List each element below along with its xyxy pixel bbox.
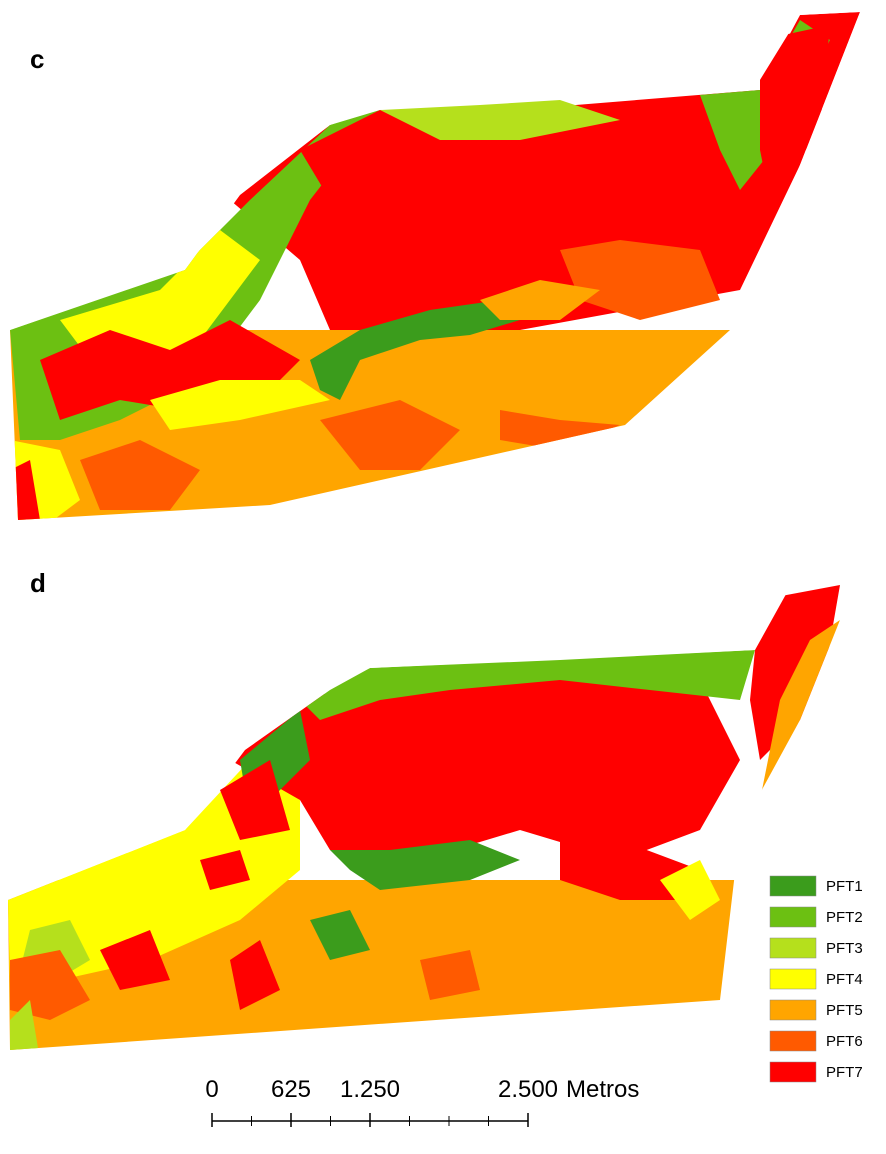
legend-label: PFT2 <box>826 909 863 926</box>
scale-label: 0 <box>205 1076 218 1103</box>
legend-label: PFT6 <box>826 1033 863 1050</box>
legend-swatch <box>770 907 816 927</box>
scale-label: 625 <box>271 1076 311 1103</box>
panel-label: d <box>30 568 46 598</box>
legend-label: PFT5 <box>826 1002 863 1019</box>
panel-label: c <box>30 44 44 74</box>
figure: c d PFT1 PFT2 PFT3 PFT4 PFT5 PFT6 PFT7 0 625 1.2… <box>0 0 886 1154</box>
scale-label: 1.250 <box>340 1076 400 1103</box>
map-panel <box>0 12 886 560</box>
legend-swatch <box>770 876 816 896</box>
scale-unit: Metros <box>566 1076 639 1103</box>
legend: PFT1 PFT2 PFT3 PFT4 PFT5 PFT6 PFT7 <box>770 876 863 1082</box>
land-cover-patch <box>230 670 740 860</box>
scale-label: 2.500 <box>498 1076 558 1103</box>
scale-bar: 0 625 1.250 2.500 Metros <box>205 1076 639 1127</box>
legend-label: PFT1 <box>826 878 863 895</box>
legend-swatch <box>770 1000 816 1020</box>
legend-swatch <box>770 1031 816 1051</box>
legend-swatch <box>770 969 816 989</box>
legend-label: PFT4 <box>826 971 863 988</box>
legend-label: PFT7 <box>826 1064 863 1081</box>
map-panel <box>0 585 886 1080</box>
legend-swatch <box>770 938 816 958</box>
legend-label: PFT3 <box>826 940 863 957</box>
legend-swatch <box>770 1062 816 1082</box>
